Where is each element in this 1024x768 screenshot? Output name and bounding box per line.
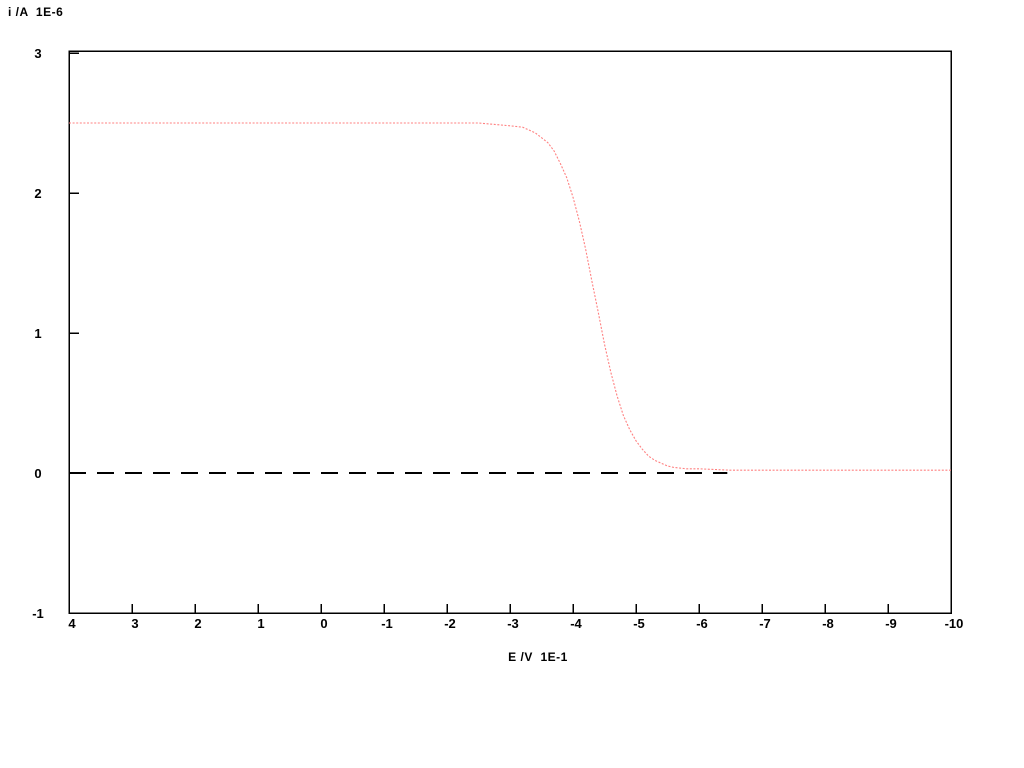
voltammogram-chart: 4 3 2 1 0 -1 -2 -3 -4 -5 -6 -7 -8 -9 -10 3 2 1 0 -1: [32, 46, 964, 631]
x-tick-label: -1: [381, 616, 393, 631]
y-tick-label: 0: [34, 466, 41, 481]
x-tick-label: 2: [194, 616, 201, 631]
y-tick-label: 1: [34, 326, 41, 341]
x-tick-label: -7: [759, 616, 771, 631]
x-tick-label: -3: [507, 616, 519, 631]
y-tick-label: -1: [32, 606, 44, 621]
series-sampled-current-voltammogram: [69, 122, 951, 471]
y-tick-label: 2: [34, 186, 41, 201]
x-tick-label: -6: [696, 616, 708, 631]
x-tick-label: 4: [68, 616, 76, 631]
plot-frame: [68, 50, 952, 614]
y-axis-title: i /A 1E-6: [8, 5, 64, 19]
x-tick-label: -8: [822, 616, 834, 631]
x-tick-label: -10: [945, 616, 964, 631]
x-tick-label: -4: [570, 616, 582, 631]
x-tick-label: 1: [257, 616, 264, 631]
x-tick-label: 3: [131, 616, 138, 631]
x-tick-label: -9: [885, 616, 897, 631]
x-tick-label: -2: [444, 616, 456, 631]
x-tick-label: -5: [633, 616, 645, 631]
y-tick-label: 3: [34, 46, 41, 61]
x-axis-title: E /V 1E-1: [508, 650, 568, 664]
x-tick-label: 0: [320, 616, 327, 631]
